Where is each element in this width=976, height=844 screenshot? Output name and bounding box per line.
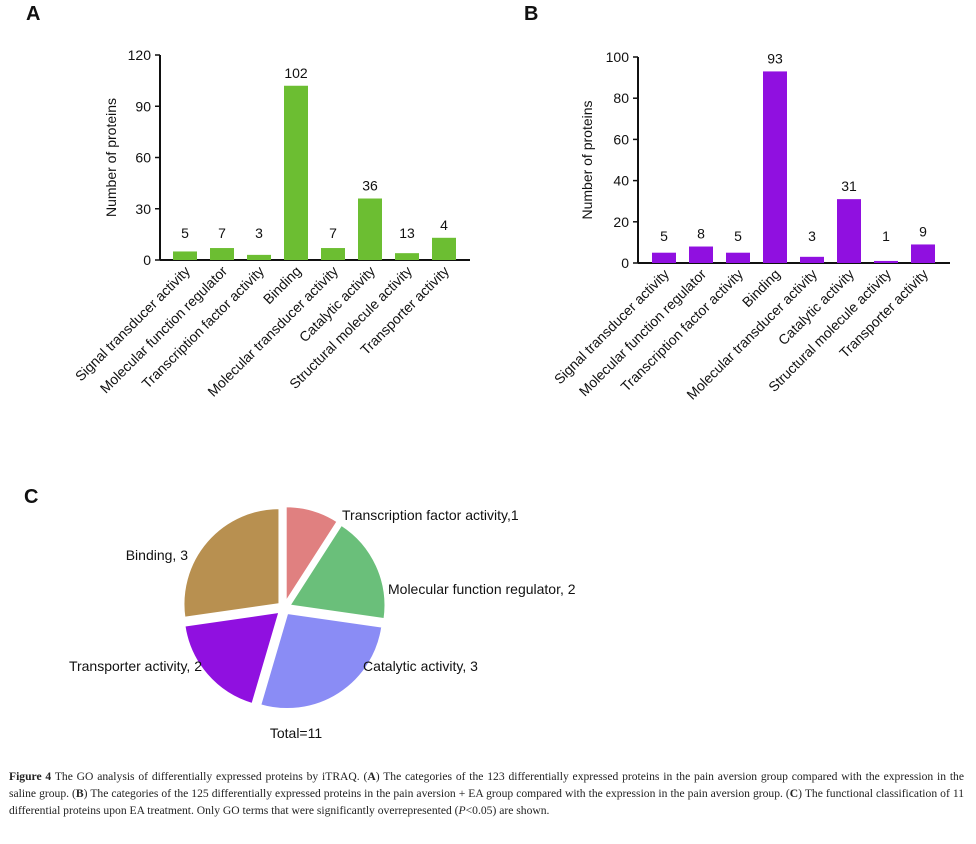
caption-c-text: ) The functional classification of 11 di…: [9, 787, 964, 817]
data-label: 93: [767, 50, 783, 66]
caption-title: The GO analysis of differentially expres…: [51, 770, 368, 783]
data-label: 4: [440, 217, 448, 233]
data-label: 3: [808, 228, 816, 244]
bar: [358, 198, 382, 260]
bar: [689, 246, 713, 263]
caption-b-text: ) The categories of the 125 differential…: [83, 787, 790, 800]
caption-c-letter: C: [789, 787, 799, 800]
pie-slice: [287, 523, 387, 621]
data-label: 31: [841, 178, 857, 194]
y-tick-label: 90: [135, 98, 151, 114]
y-tick-label: 0: [621, 255, 629, 271]
y-tick-label: 0: [143, 252, 151, 268]
bar: [874, 260, 898, 263]
pie-slice-label: Transporter activity, 2: [69, 658, 202, 674]
y-tick-label: 80: [613, 90, 629, 106]
pie-slice: [182, 507, 281, 619]
bar: [210, 248, 234, 260]
pie-slice: [183, 610, 281, 706]
panel-label-c: C: [24, 486, 38, 508]
data-label: 9: [919, 223, 927, 239]
caption-a-text: ) The categories of the 123 differential…: [9, 770, 964, 800]
bar: [911, 244, 935, 263]
data-label: 5: [734, 228, 742, 244]
y-tick-label: 100: [606, 49, 630, 65]
y-axis-title: Number of proteins: [579, 100, 595, 219]
bar: [395, 253, 419, 260]
y-axis-title: Number of proteins: [103, 98, 119, 217]
bar: [284, 85, 308, 260]
bar: [837, 199, 861, 263]
y-tick-label: 30: [135, 201, 151, 217]
pie-slice-label: Molecular function regulator, 2: [388, 581, 576, 597]
caption-figure-label: Figure 4: [9, 770, 52, 783]
y-tick-label: 20: [613, 214, 629, 230]
y-tick-label: 40: [613, 173, 629, 189]
pie-slice: [284, 505, 339, 606]
data-label: 7: [329, 225, 337, 241]
bar: [432, 237, 456, 260]
y-tick-label: 60: [613, 131, 629, 147]
bar: [247, 254, 271, 260]
pie-chart-c: Transcription factor activity,1 Molecular…: [69, 505, 576, 741]
y-tick-label: 120: [128, 47, 152, 63]
bar: [763, 71, 787, 263]
data-label: 36: [362, 178, 378, 194]
bar: [173, 251, 197, 260]
panel-label-a: A: [26, 3, 40, 25]
panel-label-b: B: [524, 3, 538, 25]
pie-slice-label: Catalytic activity, 3: [363, 658, 478, 674]
pie-slice-label: Binding, 3: [126, 547, 188, 563]
bar: [652, 252, 676, 263]
data-label: 5: [181, 225, 189, 241]
data-label: 7: [218, 225, 226, 241]
data-label: 1: [882, 228, 890, 244]
caption-b-letter: B: [75, 787, 84, 800]
caption-a-letter: A: [367, 770, 376, 783]
data-label: 8: [697, 226, 705, 242]
data-label: 3: [255, 225, 263, 241]
data-label: 13: [399, 225, 415, 241]
y-tick-label: 60: [135, 150, 151, 166]
bar: [321, 248, 345, 260]
pie-total-label: Total=11: [270, 725, 322, 741]
bar: [800, 256, 824, 263]
data-label: 102: [284, 65, 308, 81]
figure-caption: Figure 4 The GO analysis of differential…: [9, 768, 964, 819]
data-label: 5: [660, 228, 668, 244]
caption-p-italic: P: [458, 804, 466, 817]
caption-p-text: <0.05) are shown.: [465, 804, 550, 817]
bar: [726, 252, 750, 263]
pie-slice-label: Transcription factor activity,1: [342, 507, 519, 523]
pie-slice: [258, 611, 384, 710]
